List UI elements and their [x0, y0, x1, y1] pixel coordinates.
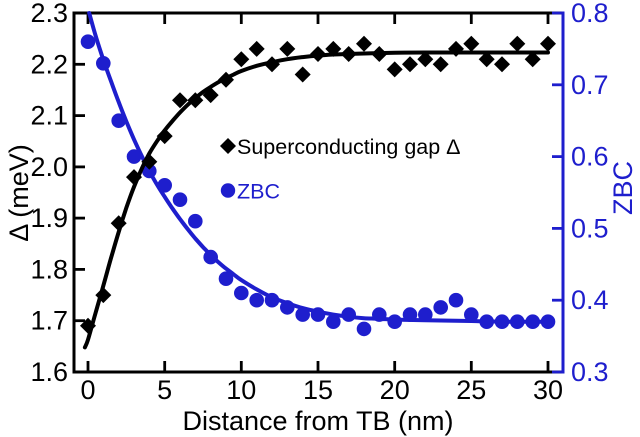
data-point-gap: [172, 92, 188, 109]
legend-gap-label: Superconducting gap Δ: [237, 135, 461, 159]
data-point-gap: [110, 215, 127, 232]
data-point-gap: [218, 71, 234, 88]
data-point-gap: [95, 287, 112, 304]
left-axis-tick-label: 1.8: [30, 254, 68, 284]
data-point-gap: [340, 46, 357, 62]
data-point-gap: [417, 51, 434, 68]
left-axis-tick-label: 1.6: [30, 357, 68, 387]
data-point-gap: [202, 87, 219, 104]
data-point-gap: [494, 56, 510, 73]
left-axis-tick-label: 2.3: [30, 0, 68, 28]
left-axis-tick-label: 1.9: [30, 203, 68, 233]
data-point-zbc: [80, 34, 96, 49]
data-point-zbc: [96, 56, 111, 71]
data-point-zbc: [341, 307, 357, 322]
data-point-zbc: [402, 307, 418, 322]
data-point-gap: [509, 35, 526, 52]
data-point-gap: [310, 46, 326, 62]
data-point-gap: [402, 56, 418, 73]
legend-zbc-marker: [220, 183, 236, 198]
data-point-zbc: [464, 307, 479, 322]
data-point-zbc: [525, 314, 540, 330]
data-point-zbc: [142, 163, 157, 179]
x-axis-tick-label: 10: [226, 375, 256, 405]
left-axis-tick-label: 1.7: [30, 306, 68, 336]
data-point-zbc: [448, 292, 464, 308]
data-point-gap: [126, 169, 142, 186]
data-point-zbc: [264, 292, 280, 308]
data-point-gap: [264, 56, 280, 73]
x-axis-tick-label: 30: [533, 375, 563, 405]
data-point-zbc: [540, 314, 556, 330]
data-point-zbc: [387, 314, 403, 330]
right-axis-title: ZBC: [608, 161, 638, 215]
data-point-zbc: [126, 149, 142, 164]
data-point-zbc: [203, 249, 218, 265]
fit-curve-zbc: [87, 11, 550, 324]
data-point-zbc: [510, 314, 525, 330]
data-point-zbc: [111, 113, 126, 128]
data-point-zbc: [172, 192, 188, 207]
right-axis-tick-label: 0.7: [571, 70, 609, 100]
data-point-gap: [325, 40, 342, 57]
data-point-zbc: [433, 300, 449, 315]
data-point-zbc: [249, 292, 264, 308]
right-axis-tick-label: 0.8: [571, 0, 609, 28]
data-point-zbc: [157, 178, 172, 193]
data-point-zbc: [234, 285, 249, 301]
data-point-zbc: [418, 307, 433, 322]
data-point-gap: [478, 51, 495, 68]
data-point-zbc: [188, 213, 203, 229]
left-axis-tick-label: 2.2: [30, 49, 68, 79]
legend-gap-marker: [220, 138, 236, 154]
data-point-gap: [432, 56, 449, 73]
x-axis-tick-label: 0: [80, 375, 95, 405]
left-axis-title: Δ (meV): [4, 144, 34, 242]
data-point-gap: [356, 35, 372, 52]
data-point-zbc: [218, 271, 234, 287]
x-axis-tick-label: 25: [456, 375, 486, 405]
data-point-zbc: [479, 314, 495, 330]
x-axis-tick-label: 20: [380, 375, 410, 405]
data-point-gap: [233, 51, 250, 68]
data-point-zbc: [310, 307, 326, 322]
data-point-gap: [248, 40, 265, 57]
data-point-gap: [371, 46, 388, 62]
right-axis-tick-label: 0.4: [571, 285, 609, 315]
data-point-gap: [80, 317, 96, 334]
data-point-gap: [279, 40, 296, 57]
data-point-gap: [294, 66, 311, 83]
data-point-gap: [540, 35, 556, 52]
data-point-gap: [448, 40, 464, 57]
data-point-gap: [141, 153, 158, 170]
data-point-zbc: [372, 307, 387, 322]
data-point-gap: [386, 61, 403, 78]
left-axis-tick-label: 2.0: [30, 152, 68, 182]
right-axis-tick-label: 0.3: [571, 357, 609, 387]
x-axis-title: Distance from TB (nm): [182, 406, 453, 436]
data-point-gap: [187, 92, 204, 109]
right-axis-tick-label: 0.6: [571, 142, 609, 172]
data-point-zbc: [356, 321, 372, 337]
right-axis-tick-label: 0.5: [571, 213, 609, 243]
data-point-zbc: [280, 300, 295, 315]
x-axis-tick-label: 15: [303, 375, 333, 405]
data-point-gap: [156, 128, 173, 145]
data-point-gap: [463, 35, 480, 52]
left-axis-tick-label: 2.1: [30, 101, 68, 131]
data-point-gap: [524, 51, 541, 68]
x-axis-tick-label: 5: [157, 375, 172, 405]
legend-zbc-label: ZBC: [237, 180, 280, 204]
data-point-zbc: [295, 307, 311, 322]
data-point-zbc: [494, 314, 510, 330]
data-point-zbc: [326, 314, 341, 330]
